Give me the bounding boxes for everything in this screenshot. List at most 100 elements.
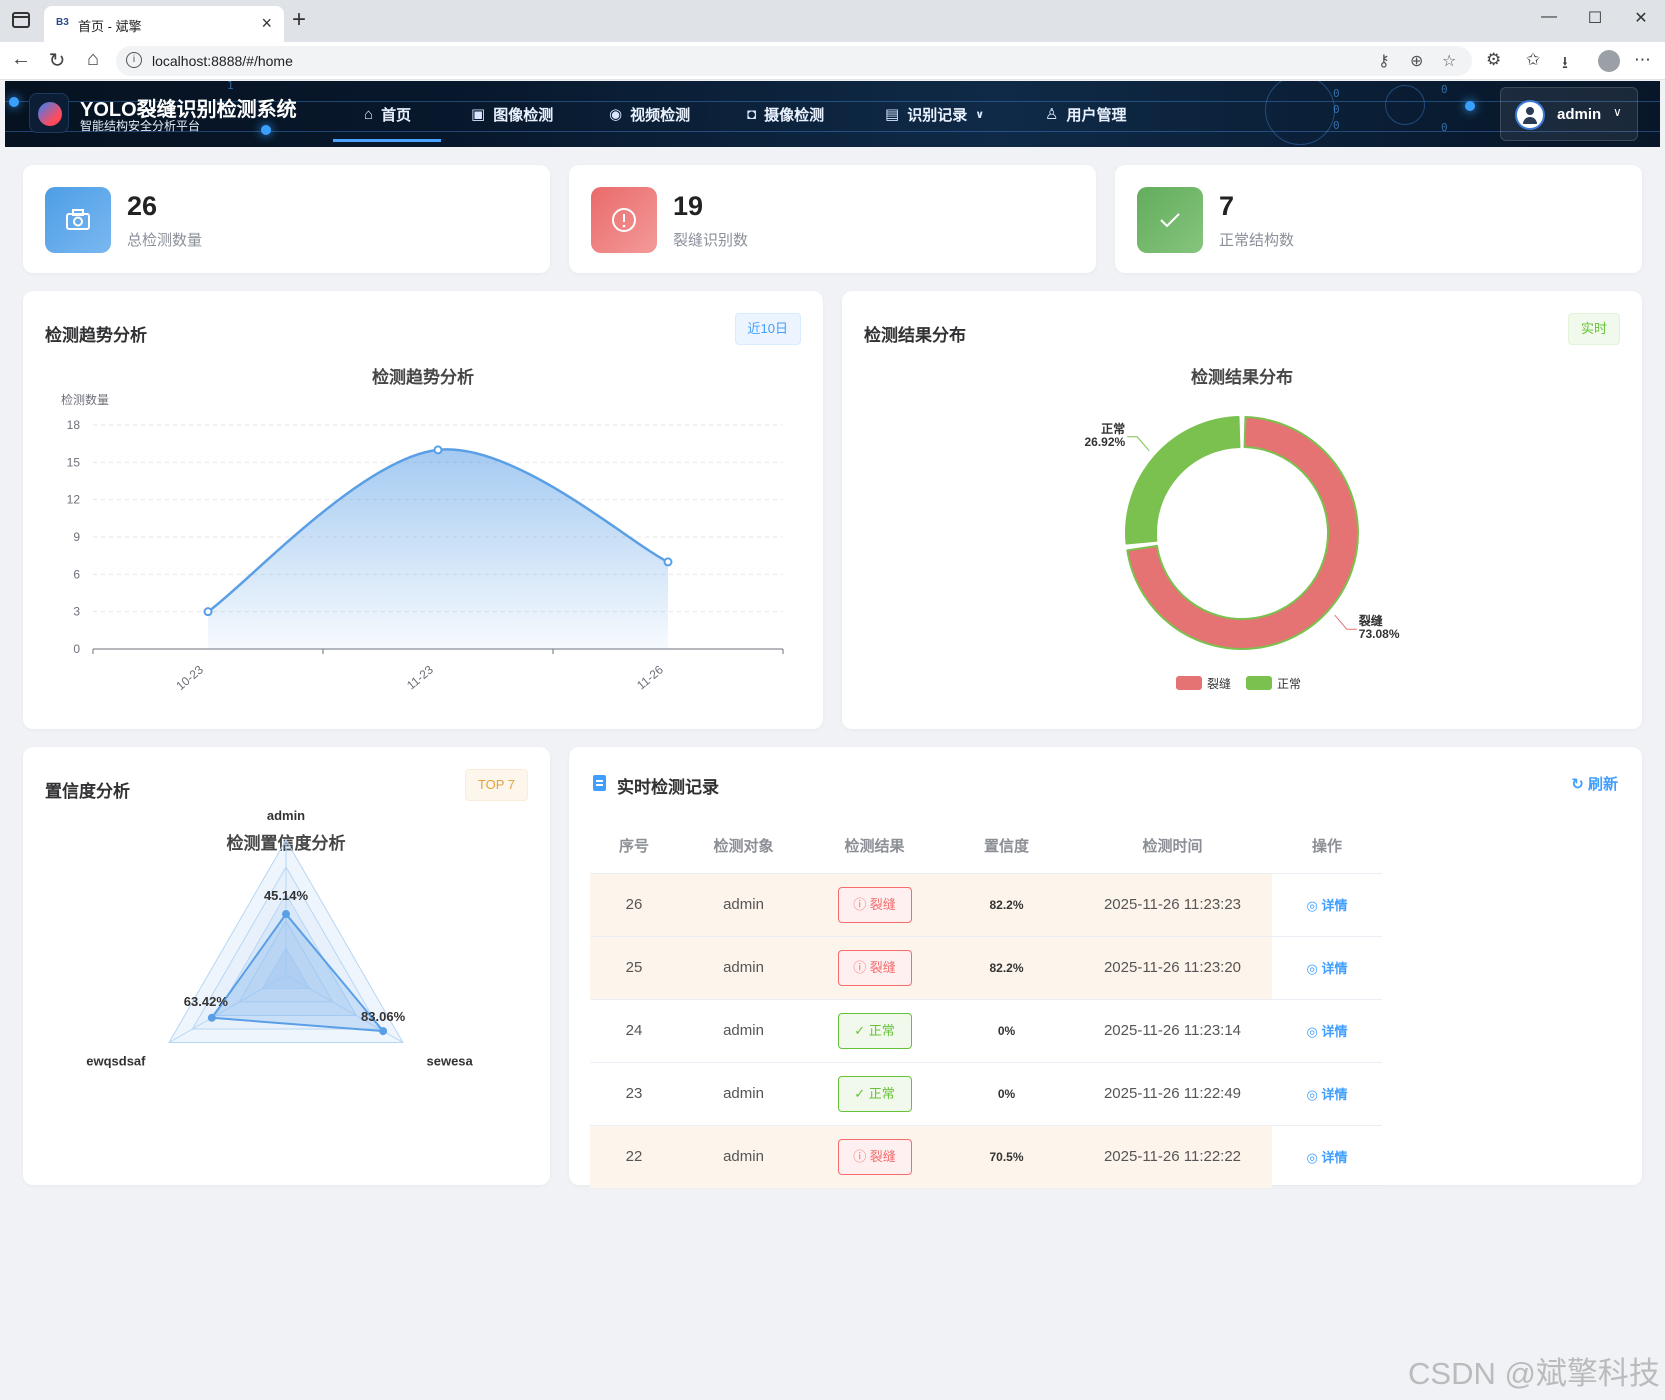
y-tick-label: 12 xyxy=(67,493,81,507)
nav-camera-detect[interactable]: ◘ 摄像检测 xyxy=(747,81,824,147)
x-tick-label: 10-23 xyxy=(173,662,206,693)
nav-video-detect[interactable]: ◉ 视频检测 xyxy=(609,81,690,147)
cell-time: 2025-11-26 11:22:22 xyxy=(1073,1125,1272,1189)
legend-label: 裂缝 xyxy=(1207,676,1231,691)
confidence-chart: 检测置信度分析adminsewesaewqsdsaf45.14%83.06%63… xyxy=(86,808,474,1069)
url-text[interactable]: localhost:8888/#/home xyxy=(152,53,293,69)
trend-card: 检测趋势分析 近10日 检测趋势分析 检测数量 0 3 6 9 12 15 18 10-23 11-… xyxy=(23,291,823,729)
card-title: 检测结果分布 xyxy=(864,326,966,345)
nav-label: 用户管理 xyxy=(1066,106,1127,124)
stat-card-crack: 19 裂缝识别数 xyxy=(569,165,1096,273)
minimize-icon[interactable]: — xyxy=(1541,8,1557,25)
play-icon: ◉ xyxy=(609,106,623,123)
decor-circle xyxy=(1385,85,1425,125)
app-header: 0 0 0 0 0 1 YOLO裂缝识别检测系统 智能结构安全分析平台 ⌂ 首页 … xyxy=(5,81,1660,147)
cell-confidence: 0% xyxy=(940,1062,1073,1126)
cell-confidence-text: 70.5% xyxy=(989,1150,1024,1164)
extensions-icon[interactable]: ⚙ xyxy=(1486,50,1502,69)
column-header: 置信度 xyxy=(940,819,1073,874)
favorites-icon[interactable]: ✩ xyxy=(1526,50,1541,69)
data-point xyxy=(663,557,673,567)
download-icon[interactable]: ⭳ xyxy=(1562,53,1568,72)
window-menu-icon[interactable] xyxy=(12,12,30,28)
cell-id: 26 xyxy=(590,873,678,937)
stat-label: 正常结构数 xyxy=(1219,232,1295,249)
home-browser-icon[interactable]: ⌂ xyxy=(86,48,100,70)
nav-records[interactable]: ▤ 识别记录 ∨ xyxy=(885,81,984,147)
zoom-icon[interactable]: ⊕ xyxy=(1410,53,1424,70)
cell-target-text: admin xyxy=(723,1148,764,1165)
app-subtitle: 智能结构安全分析平台 xyxy=(80,119,201,133)
slice-name-label: 裂缝 xyxy=(1358,613,1383,628)
home-icon: ⌂ xyxy=(364,105,374,123)
nav-image-detect[interactable]: ▣ 图像检测 xyxy=(471,81,553,147)
cell-time-text: 2025-11-26 11:23:23 xyxy=(1103,896,1242,913)
cell-id-text: 25 xyxy=(625,959,643,976)
cell-id: 24 xyxy=(590,999,678,1063)
nav-label: 识别记录 xyxy=(907,106,968,124)
result-badge: ✓ 正常 xyxy=(837,1012,912,1049)
stat-label: 裂缝识别数 xyxy=(673,232,749,249)
detail-link[interactable]: ◎ 详情 xyxy=(1306,1024,1348,1039)
close-window-icon[interactable]: ✕ xyxy=(1634,10,1648,27)
cell-result: ⓘ 裂缝 xyxy=(809,1125,940,1189)
tab-close-icon[interactable]: × xyxy=(261,13,272,33)
nav-home[interactable]: ⌂ 首页 xyxy=(364,81,411,147)
cell-target: admin xyxy=(678,936,809,1000)
cell-action: ◎ 详情 xyxy=(1272,873,1382,937)
browser-tab[interactable]: B3 首页 - 斌擎 × xyxy=(44,6,284,42)
nav-label: 视频检测 xyxy=(630,106,691,124)
document-icon: ▤ xyxy=(885,106,900,123)
profile-avatar[interactable] xyxy=(1598,50,1620,72)
back-icon[interactable]: ← xyxy=(11,48,31,70)
nav-label: 首页 xyxy=(381,106,412,124)
alert-icon xyxy=(591,187,657,253)
nav-active-indicator xyxy=(333,139,441,142)
cell-id-text: 22 xyxy=(625,1148,643,1165)
detail-link[interactable]: ◎ 详情 xyxy=(1306,898,1348,913)
key-icon[interactable]: ⚷ xyxy=(1378,53,1390,70)
check-icon xyxy=(1137,187,1203,253)
cell-time-text: 2025-11-26 11:22:49 xyxy=(1103,1085,1242,1102)
radar-value-label: 83.06% xyxy=(361,1009,406,1024)
avatar xyxy=(1515,100,1545,130)
card-title: 检测趋势分析 xyxy=(45,326,147,345)
address-bar[interactable]: i localhost:8888/#/home ⚷ ⊕ ☆ xyxy=(116,46,1472,76)
radar-indicator-label: sewesa xyxy=(427,1054,474,1069)
y-tick-label: 6 xyxy=(73,567,80,581)
maximize-icon[interactable]: ☐ xyxy=(1587,10,1603,27)
user-menu-button[interactable]: admin ∨ xyxy=(1500,87,1638,141)
decor-circle xyxy=(1265,81,1335,145)
camera-icon xyxy=(45,187,111,253)
radar-indicator-label: admin xyxy=(267,808,305,823)
y-tick-label: 18 xyxy=(67,418,81,432)
legend-label: 正常 xyxy=(1277,677,1301,691)
detail-link[interactable]: ◎ 详情 xyxy=(1306,961,1348,976)
refresh-button[interactable]: ↻ 刷新 xyxy=(1571,773,1618,794)
cell-time-text: 2025-11-26 11:23:14 xyxy=(1103,1022,1242,1039)
cell-id-text: 23 xyxy=(625,1085,643,1102)
new-tab-icon[interactable]: + xyxy=(292,6,307,33)
cell-action: ◎ 详情 xyxy=(1272,1125,1382,1189)
table-row: 25 admin ⓘ 裂缝 82.2% 2025-11-26 11:23:20 ◎ 详情 xyxy=(590,936,1382,1000)
y-tick-label: 0 xyxy=(73,642,80,656)
slice-percent-label: 26.92% xyxy=(1084,435,1125,449)
detail-link[interactable]: ◎ 详情 xyxy=(1306,1087,1348,1102)
column-header: 检测时间 xyxy=(1073,819,1272,874)
app-logo xyxy=(29,93,69,133)
browser-tab-strip: B3 首页 - 斌擎 × + — ☐ ✕ xyxy=(0,0,1665,42)
top-tag: TOP 7 xyxy=(464,769,528,801)
site-info-icon[interactable]: i xyxy=(126,52,142,68)
distribution-card: 检测结果分布 实时 检测结果分布 裂缝 73.08% 正常 26.92% 裂缝 正常 xyxy=(842,291,1642,729)
detail-link[interactable]: ◎ 详情 xyxy=(1306,1150,1348,1165)
decor-line xyxy=(5,101,1660,102)
legend-swatch xyxy=(1176,676,1202,690)
result-badge: ⓘ 裂缝 xyxy=(837,1138,912,1175)
favorite-star-icon[interactable]: ☆ xyxy=(1442,53,1457,70)
label-leader xyxy=(1334,614,1357,630)
reload-icon[interactable]: ↻ xyxy=(48,50,66,72)
more-icon[interactable]: ⋯ xyxy=(1634,50,1651,69)
favicon-icon: B3 xyxy=(56,17,69,28)
nav-user-manage[interactable]: ♙ 用户管理 xyxy=(1045,81,1126,147)
decor-dot xyxy=(9,97,19,107)
